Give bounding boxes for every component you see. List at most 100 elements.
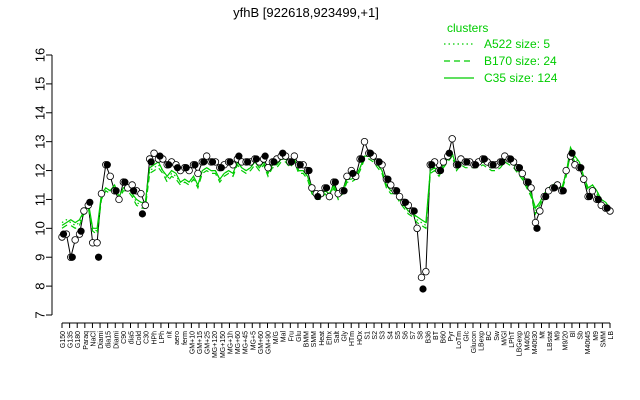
data-point-filled	[94, 253, 103, 261]
data-point-filled	[419, 285, 427, 293]
points-layer	[58, 135, 614, 293]
data-point-filled	[358, 155, 366, 163]
data-point-open	[194, 169, 202, 178]
x-tick-label: SMM	[311, 331, 318, 348]
y-tick-label: 9	[32, 254, 47, 261]
x-tick-label: BT	[433, 330, 440, 340]
data-point-filled	[217, 164, 225, 172]
x-tick-label: aero	[174, 331, 181, 345]
y-tick-label: 12	[32, 163, 47, 177]
y-tick-label: 14	[32, 106, 47, 120]
x-tick-label: Gly	[342, 331, 349, 342]
data-point-open	[150, 149, 158, 157]
data-point-filled	[366, 149, 374, 157]
data-point-filled	[244, 158, 252, 166]
data-point-filled	[428, 161, 436, 169]
x-tick-label: LPhT	[509, 330, 516, 347]
data-point-filled	[191, 161, 199, 169]
data-point-filled	[498, 158, 506, 166]
data-point-open	[387, 181, 395, 189]
x-tick-label: S8	[418, 331, 425, 340]
x-tick-label: LoTm	[456, 331, 463, 349]
data-point-open	[93, 239, 101, 247]
series-line-b170	[61, 151, 611, 236]
x-tick-label: LB	[608, 331, 615, 340]
data-point-open	[202, 152, 211, 160]
data-point-filled	[173, 164, 182, 172]
data-point-open	[290, 152, 299, 160]
y-tick-label: 16	[32, 48, 47, 62]
x-tick-label: Glu	[296, 331, 303, 342]
data-point-open	[141, 201, 149, 209]
x-tick-label: GM+10	[189, 331, 196, 354]
data-point-filled	[349, 169, 357, 178]
data-point-open	[97, 189, 106, 198]
data-point-filled	[279, 149, 287, 157]
data-point-open	[80, 207, 88, 215]
x-tick-label: BMM	[304, 331, 311, 348]
x-tick-label: G135	[68, 331, 75, 348]
series-line-a522	[61, 148, 611, 233]
x-tick-label: S6	[403, 331, 410, 340]
legend-label: C35 size: 124	[484, 71, 558, 85]
data-point-filled	[130, 187, 138, 195]
x-tick-label: Paraq	[83, 331, 90, 350]
x-tick-label: HOx	[357, 331, 364, 346]
x-tick-label: Cold	[136, 331, 143, 346]
data-point-filled	[235, 152, 243, 160]
x-tick-label: M9	[555, 331, 562, 341]
data-point-filled	[375, 158, 383, 166]
data-point-filled	[533, 224, 541, 232]
x-tick-label: GM+25	[205, 331, 212, 354]
data-point-filled	[59, 230, 68, 238]
data-point-filled	[445, 149, 453, 157]
x-tick-label: M40t5	[524, 331, 531, 351]
data-point-filled	[112, 187, 120, 195]
x-tick-label: LBexp	[479, 331, 486, 351]
x-tick-label: Diami	[98, 331, 105, 349]
data-point-open	[71, 236, 79, 244]
data-point-filled	[480, 155, 488, 163]
y-axis: 7 8 9 10 11 12 13 14 15 16	[32, 48, 53, 319]
data-point-filled	[86, 198, 94, 206]
x-tick-label: Fru	[288, 331, 295, 342]
data-point-filled	[77, 227, 85, 235]
data-point-filled	[208, 158, 217, 166]
x-tick-label: LPh	[159, 331, 166, 344]
x-tick-label: M9	[593, 331, 600, 341]
x-tick-label: S2	[372, 331, 379, 340]
data-point-filled	[165, 161, 173, 169]
data-point-filled	[200, 158, 208, 166]
x-tick-label: M9/20	[562, 331, 569, 351]
y-tick-label: 10	[32, 221, 47, 235]
data-point-open	[422, 267, 430, 276]
legend-label: A522 size: 5	[484, 37, 550, 51]
data-point-filled	[524, 178, 532, 186]
y-tick-label: 15	[32, 77, 47, 91]
chart-title: yfhB [922618,923499,+1]	[233, 5, 379, 20]
data-point-filled	[270, 158, 278, 166]
y-tick-label: 11	[32, 193, 47, 207]
x-tick-label: G150	[60, 331, 67, 348]
x-tick-label: M40t45	[585, 331, 592, 354]
x-tick-label: M40t30	[532, 331, 539, 354]
x-tick-label: MG+1h	[227, 331, 234, 354]
x-tick-label: dia15	[106, 331, 113, 348]
legend-title: clusters	[447, 21, 488, 35]
y-tick-label: 8	[32, 282, 47, 289]
data-point-filled	[103, 161, 111, 169]
y-tick-label: 13	[32, 134, 47, 148]
data-point-open	[527, 184, 535, 192]
x-tick-label: ferm	[182, 331, 189, 345]
data-point-open	[308, 184, 316, 192]
legend-label: B170 size: 24	[484, 54, 557, 68]
x-tick-label: C90	[121, 331, 128, 344]
data-point-open	[360, 137, 369, 146]
data-point-open	[413, 224, 421, 233]
x-tick-label: GM+90	[266, 331, 273, 354]
data-point-filled	[401, 198, 410, 206]
data-point-filled	[515, 164, 524, 172]
data-point-open	[137, 189, 145, 198]
data-point-filled	[314, 192, 322, 201]
